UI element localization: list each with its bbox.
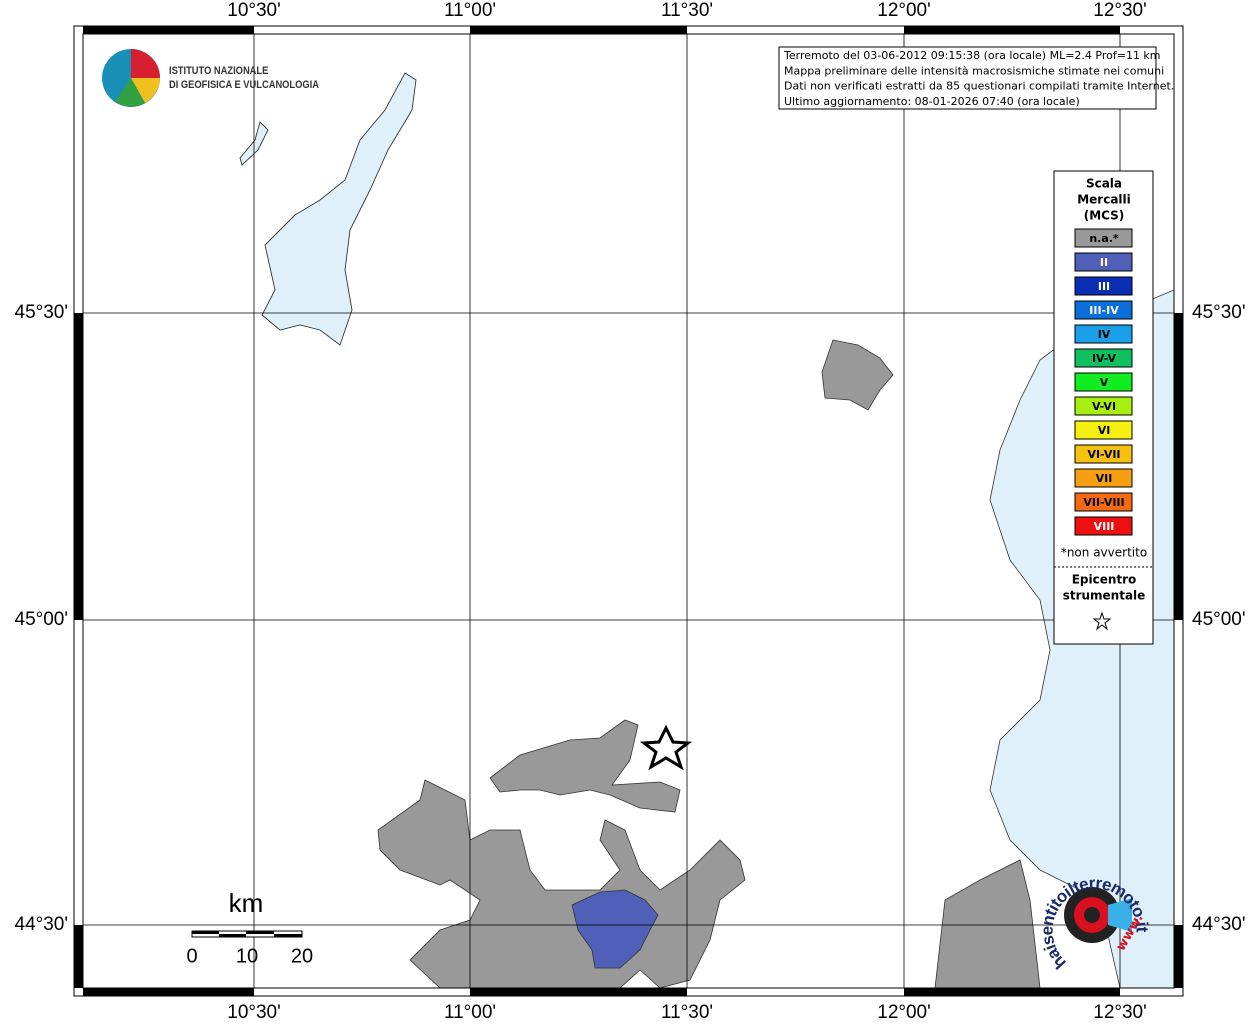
- lat-label: 45°30': [15, 302, 69, 323]
- info-line: Dati non verificati estratti da 85 quest…: [784, 80, 1174, 93]
- legend-swatch: [1074, 492, 1133, 512]
- legend-label: VI: [1098, 424, 1111, 437]
- legend-epicenter: strumentale: [1063, 589, 1146, 603]
- brand-logo: [1064, 887, 1132, 943]
- lon-label: 12°30': [1093, 0, 1147, 21]
- epicenter-star: [639, 724, 693, 771]
- legend-label: VII-VIII: [1083, 496, 1124, 509]
- lon-label: 10°30': [227, 1002, 281, 1023]
- ingv-logo: [102, 49, 160, 107]
- legend-swatch: [1074, 276, 1133, 296]
- legend-label: n.a.*: [1089, 232, 1119, 245]
- coast-land: [934, 859, 1041, 988]
- scale-bar: [191, 930, 303, 938]
- legend-label: III: [1098, 280, 1110, 293]
- legend-swatch: [1074, 444, 1133, 464]
- lon-label: 12°30': [1093, 1002, 1147, 1023]
- lon-label: 12°00': [877, 0, 931, 21]
- frame-segment: [83, 26, 254, 34]
- legend-title: Mercalli: [1077, 193, 1131, 207]
- legend-swatch: [1074, 324, 1133, 344]
- frame-segment: [470, 988, 687, 996]
- municipality-ii: [571, 889, 659, 969]
- legend-epicenter: Epicentro: [1072, 573, 1137, 587]
- scale-tick: 10: [236, 945, 258, 967]
- lat-label: 45°00': [1192, 609, 1246, 630]
- legend-label: V-VI: [1092, 400, 1116, 413]
- lat-label: 44°30': [15, 914, 69, 935]
- scale-tick: 0: [186, 945, 197, 967]
- legend-swatch: [1074, 396, 1133, 416]
- lat-label: 45°00': [15, 609, 69, 630]
- legend-title: (MCS): [1084, 209, 1125, 223]
- legend-label: VII: [1096, 472, 1113, 485]
- legend-swatch: [1074, 252, 1133, 272]
- lon-label: 11°00': [444, 0, 496, 21]
- legend-label: VI-VII: [1087, 448, 1120, 461]
- lon-label: 11°30': [661, 1002, 713, 1023]
- info-box: [778, 46, 1157, 110]
- info-line: Ultimo aggiornamento: 08-01-2026 07:40 (…: [784, 95, 1080, 108]
- frame-segment: [470, 26, 687, 34]
- frame-segment: [83, 988, 254, 996]
- legend-swatch: [1074, 468, 1133, 488]
- frame-segment: [74, 925, 83, 988]
- legend-label: II: [1100, 256, 1108, 269]
- logo-text: DI GEOFISICA E VULCANOLOGIA: [169, 79, 320, 91]
- legend-label: VIII: [1094, 520, 1115, 533]
- legend-swatch: [1074, 516, 1133, 536]
- legend-star: [1092, 611, 1112, 631]
- legend-swatch: [1074, 300, 1133, 320]
- legend-label: III-IV: [1089, 304, 1119, 317]
- map-border: [82, 33, 1175, 989]
- frame-segment: [1174, 313, 1183, 620]
- legend-swatch: [1074, 228, 1133, 248]
- frame-segment: [904, 26, 1120, 34]
- scale-tick: 20: [291, 945, 313, 967]
- municipality: [489, 719, 681, 813]
- lat-label: 44°30': [1192, 914, 1246, 935]
- lon-label: 11°30': [661, 0, 713, 21]
- logo-text: ISTITUTO NAZIONALE: [169, 65, 269, 77]
- scale-unit: km: [229, 888, 264, 918]
- lake-garda: [261, 72, 417, 346]
- legend-label: V: [1100, 376, 1109, 389]
- legend-label: IV: [1098, 328, 1111, 341]
- info-line: Mappa preliminare delle intensità macros…: [784, 64, 1164, 77]
- lon-label: 12°00': [877, 1002, 931, 1023]
- municipality: [821, 339, 894, 411]
- legend-swatch: [1074, 420, 1133, 440]
- legend-title: Scala: [1086, 177, 1122, 191]
- lon-label: 10°30': [227, 0, 281, 21]
- legend-swatch: [1074, 348, 1133, 368]
- legend-swatch: [1074, 372, 1133, 392]
- info-line: Terremoto del 03-06-2012 09:15:38 (ora l…: [783, 49, 1161, 62]
- frame-segment: [904, 988, 1120, 996]
- frame-segment: [1174, 925, 1183, 988]
- frame-segment: [74, 313, 83, 620]
- lon-label: 11°00': [444, 1002, 496, 1023]
- legend-note: *non avvertito: [1061, 546, 1147, 560]
- legend-label: IV-V: [1092, 352, 1117, 365]
- lat-label: 45°30': [1192, 302, 1246, 323]
